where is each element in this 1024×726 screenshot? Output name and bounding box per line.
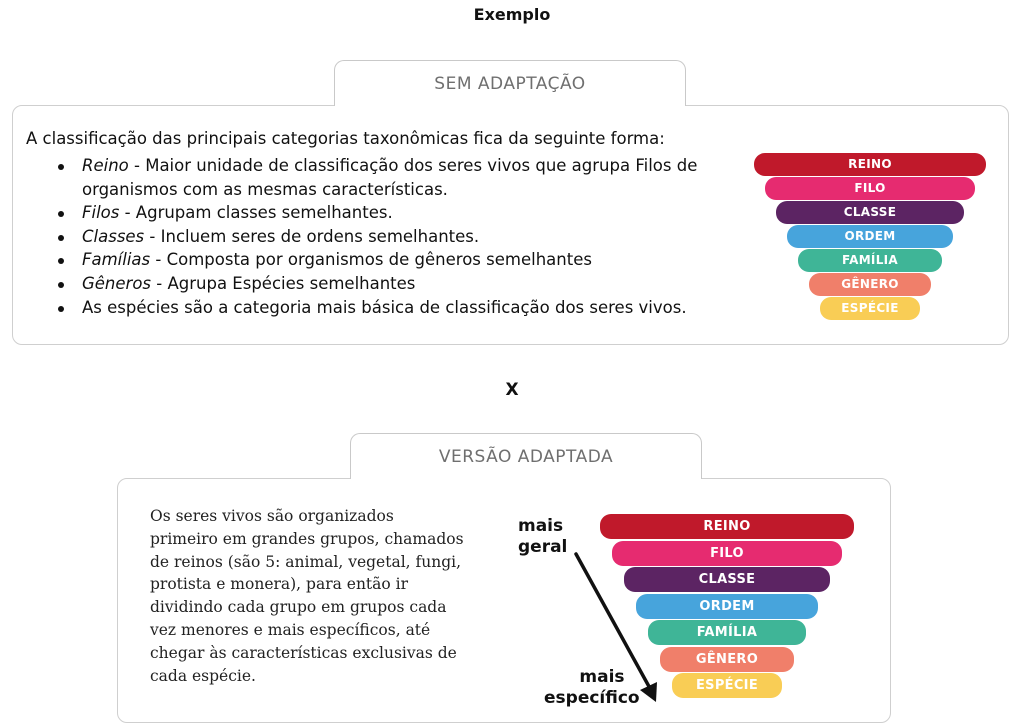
funnel-level-filo: FILO <box>765 177 975 200</box>
funnel-level-gênero: GÊNERO <box>660 646 794 672</box>
tab-original-label: SEM ADAPTAÇÃO <box>434 74 586 94</box>
funnel-level-classe: CLASSE <box>776 201 964 224</box>
taxonomy-list: Reino - Maior unidade de classificação d… <box>56 154 742 319</box>
taxonomy-funnel-adapted: REINO FILO CLASSE ORDEM FAMÍLIA GÊNERO ESPÉCIE <box>598 514 856 704</box>
list-item-term: Classes <box>82 226 145 246</box>
funnel-level-ordem: ORDEM <box>636 593 818 619</box>
list-item: Classes - Incluem seres de ordens semelh… <box>56 225 742 249</box>
down-arrow-icon <box>574 552 657 702</box>
list-item-term: Gêneros <box>82 273 152 293</box>
funnel-level-classe: CLASSE <box>624 567 830 592</box>
page-title: Exemplo <box>473 5 551 24</box>
funnel-level-espécie: ESPÉCIE <box>672 673 782 698</box>
list-item-text: As espécies são a categoria mais básica … <box>82 297 687 317</box>
list-item: Gêneros - Agrupa Espécies semelhantes <box>56 272 742 296</box>
list-item-text: - Agrupam classes semelhantes. <box>119 203 393 223</box>
list-item-term: Filos <box>82 203 120 223</box>
original-intro: A classificação das principais categoria… <box>26 129 665 148</box>
funnel-level-família: FAMÍLIA <box>798 249 942 272</box>
label-mais-especifico: mais específico <box>544 667 640 709</box>
funnel-level-filo: FILO <box>612 540 842 566</box>
list-item-text: - Agrupa Espécies semelhantes <box>151 273 416 293</box>
list-item-text: - Composta por organismos de gêneros sem… <box>150 250 592 270</box>
list-item: Filos - Agrupam classes semelhantes. <box>56 201 742 225</box>
tab-adapted: VERSÃO ADAPTADA <box>350 433 702 479</box>
tab-original: SEM ADAPTAÇÃO <box>334 60 686 106</box>
tab-adapted-label: VERSÃO ADAPTADA <box>438 447 614 467</box>
funnel-level-gênero: GÊNERO <box>809 273 931 296</box>
funnel-level-ordem: ORDEM <box>787 225 953 248</box>
funnel-level-reino: REINO <box>754 153 986 176</box>
list-item-term: Famílias <box>82 250 151 270</box>
taxonomy-funnel-original: REINO FILO CLASSE ORDEM FAMÍLIA GÊNERO ESPÉCIE <box>752 153 988 325</box>
label-mais-especifico-line1: mais <box>579 667 625 687</box>
adapted-description: Os seres vivos são organizados primeiro … <box>150 507 464 685</box>
list-item-term: Reino <box>82 156 129 175</box>
funnel-level-família: FAMÍLIA <box>648 620 806 645</box>
list-item-text: - Incluem seres de ordens semelhantes. <box>144 226 480 246</box>
list-item: Famílias - Composta por organismos de gê… <box>56 248 742 272</box>
list-item-text: - Maior unidade de classificação dos ser… <box>82 156 698 199</box>
label-mais-geral-line1: mais <box>518 516 564 536</box>
funnel-level-reino: REINO <box>600 514 854 539</box>
label-mais-geral: mais geral <box>518 516 567 558</box>
label-mais-especifico-line2: específico <box>544 688 640 708</box>
label-mais-geral-line2: geral <box>518 537 568 557</box>
list-item: Reino - Maior unidade de classificação d… <box>56 154 742 201</box>
funnel-level-espécie: ESPÉCIE <box>820 297 920 320</box>
list-item: As espécies são a categoria mais básica … <box>56 296 742 320</box>
versus-separator: X <box>505 380 519 400</box>
